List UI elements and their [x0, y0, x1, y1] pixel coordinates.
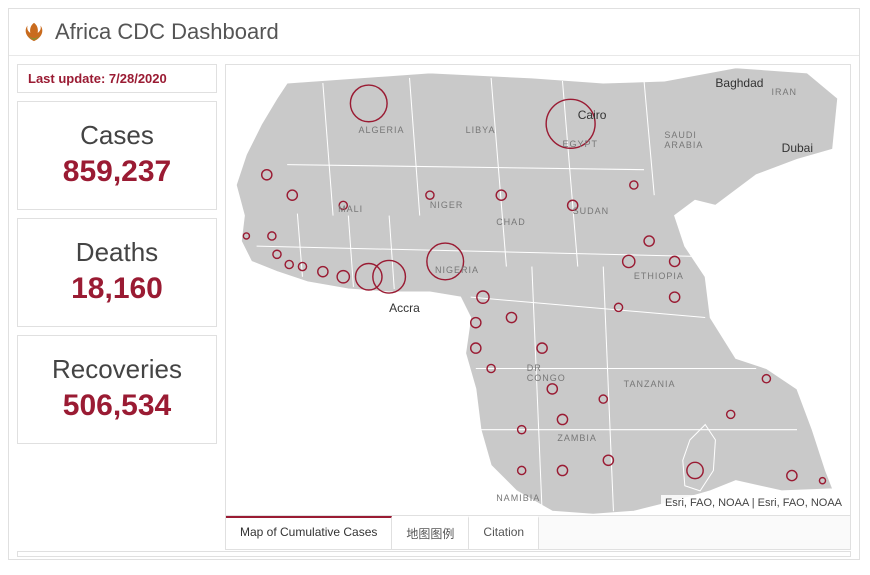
cases-label: Cases	[28, 120, 206, 151]
deaths-label: Deaths	[28, 237, 206, 268]
stats-sidebar: Last update: 7/28/2020 Cases 859,237 Dea…	[17, 64, 217, 550]
tab-2[interactable]: Citation	[469, 516, 539, 549]
footer-strip	[17, 551, 851, 557]
last-update-box: Last update: 7/28/2020	[17, 64, 217, 93]
africa-cdc-logo-icon	[23, 21, 45, 43]
map-attribution: Esri, FAO, NOAA | Esri, FAO, NOAA	[661, 495, 846, 511]
recoveries-value: 506,534	[28, 389, 206, 423]
recoveries-stat-box: Recoveries 506,534	[17, 335, 217, 444]
tab-0[interactable]: Map of Cumulative Cases	[226, 516, 392, 549]
tab-1[interactable]: 地图图例	[392, 516, 469, 549]
recoveries-label: Recoveries	[28, 354, 206, 385]
page-title: Africa CDC Dashboard	[55, 19, 279, 45]
africa-map-svg	[226, 65, 850, 515]
deaths-stat-box: Deaths 18,160	[17, 218, 217, 327]
map-canvas[interactable]: Esri, FAO, NOAA | Esri, FAO, NOAA ALGERI…	[226, 65, 850, 515]
map-panel: Esri, FAO, NOAA | Esri, FAO, NOAA ALGERI…	[225, 64, 851, 550]
last-update-label: Last update:	[28, 71, 109, 86]
deaths-value: 18,160	[28, 272, 206, 306]
cases-value: 859,237	[28, 155, 206, 189]
map-tabs: Map of Cumulative Cases地图图例Citation	[226, 515, 850, 549]
cases-stat-box: Cases 859,237	[17, 101, 217, 210]
content-area: Last update: 7/28/2020 Cases 859,237 Dea…	[9, 56, 859, 558]
header-bar: Africa CDC Dashboard	[9, 9, 859, 56]
last-update-date: 7/28/2020	[109, 71, 167, 86]
dashboard-frame: Africa CDC Dashboard Last update: 7/28/2…	[8, 8, 860, 560]
